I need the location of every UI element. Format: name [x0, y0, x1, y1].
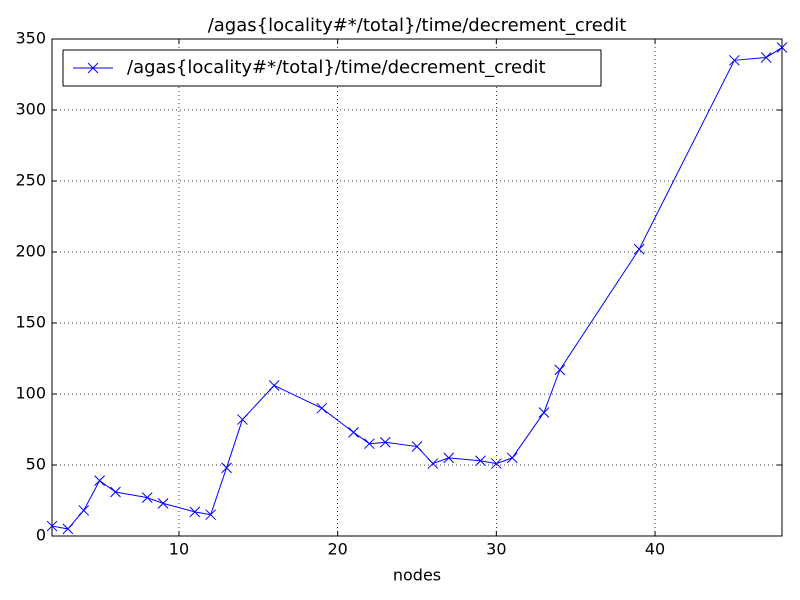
y-tick-label: 150 [15, 313, 46, 332]
data-point [475, 455, 486, 467]
legend-marker [87, 62, 99, 74]
data-point [268, 380, 280, 391]
data-point [490, 458, 502, 469]
data-point [379, 436, 391, 448]
marker-stroke [427, 458, 439, 469]
legend-label: /agas{locality#*/total}/time/decrement_c… [127, 57, 546, 78]
plot-frame [51, 38, 783, 537]
marker-stroke [490, 458, 502, 469]
y-tick-label: 300 [15, 100, 46, 119]
data-point [729, 54, 740, 66]
data-point [189, 506, 201, 518]
data-line [51, 47, 783, 530]
marker-stroke [538, 407, 550, 418]
data-point [411, 441, 423, 452]
data-point [776, 42, 788, 53]
marker-stroke [205, 509, 217, 521]
marker-stroke [237, 414, 248, 425]
data-point [364, 438, 375, 450]
y-tick-label: 250 [15, 171, 46, 190]
data-point [94, 475, 105, 486]
marker-stroke [411, 441, 423, 452]
data-point [427, 458, 439, 469]
marker-stroke [78, 505, 90, 516]
marker-stroke [364, 438, 375, 450]
marker-stroke [554, 364, 566, 376]
data-point [237, 414, 248, 425]
marker-stroke [221, 462, 232, 474]
data-point [538, 407, 550, 418]
marker-stroke [776, 42, 788, 53]
data-point [554, 364, 566, 376]
marker-stroke [157, 497, 169, 509]
y-tick-label: 50 [26, 455, 46, 474]
data-point [506, 452, 518, 464]
y-tick-label: 350 [15, 29, 46, 48]
data-point [62, 523, 74, 535]
marker-stroke [189, 506, 201, 518]
x-axis-label: nodes [393, 566, 441, 585]
marker-stroke [760, 52, 772, 63]
marker-stroke [268, 380, 280, 391]
legend-box [62, 49, 602, 87]
data-point [633, 243, 645, 255]
marker-stroke [633, 243, 645, 255]
marker-stroke [475, 455, 486, 467]
marker-stroke [379, 436, 391, 448]
data-point [157, 497, 169, 509]
data-point [443, 452, 455, 464]
data-point [760, 52, 772, 63]
data-point [348, 426, 359, 438]
marker-stroke [46, 520, 58, 532]
x-tick-label: 10 [169, 540, 189, 559]
marker-stroke [110, 486, 121, 498]
x-tick-label: 20 [327, 540, 347, 559]
marker-stroke [506, 452, 518, 464]
data-point [46, 520, 58, 532]
marker-stroke [94, 475, 105, 486]
marker-stroke [62, 523, 74, 535]
data-point [78, 505, 90, 516]
y-tick-label: 0 [36, 526, 46, 545]
chart-title: /agas{locality#*/total}/time/decrement_c… [208, 15, 627, 36]
marker-stroke [729, 54, 740, 66]
marker-stroke [443, 452, 455, 464]
marker-stroke [87, 62, 99, 74]
marker-stroke [141, 492, 153, 504]
data-point [110, 486, 121, 498]
data-point [205, 509, 217, 521]
x-tick-label: 40 [645, 540, 665, 559]
y-tick-label: 100 [15, 384, 46, 403]
data-point [141, 492, 153, 504]
data-point [316, 402, 328, 414]
data-point [221, 462, 232, 474]
marker-stroke [348, 426, 359, 438]
y-tick-label: 200 [15, 242, 46, 261]
x-tick-label: 30 [486, 540, 506, 559]
marker-stroke [316, 402, 328, 414]
